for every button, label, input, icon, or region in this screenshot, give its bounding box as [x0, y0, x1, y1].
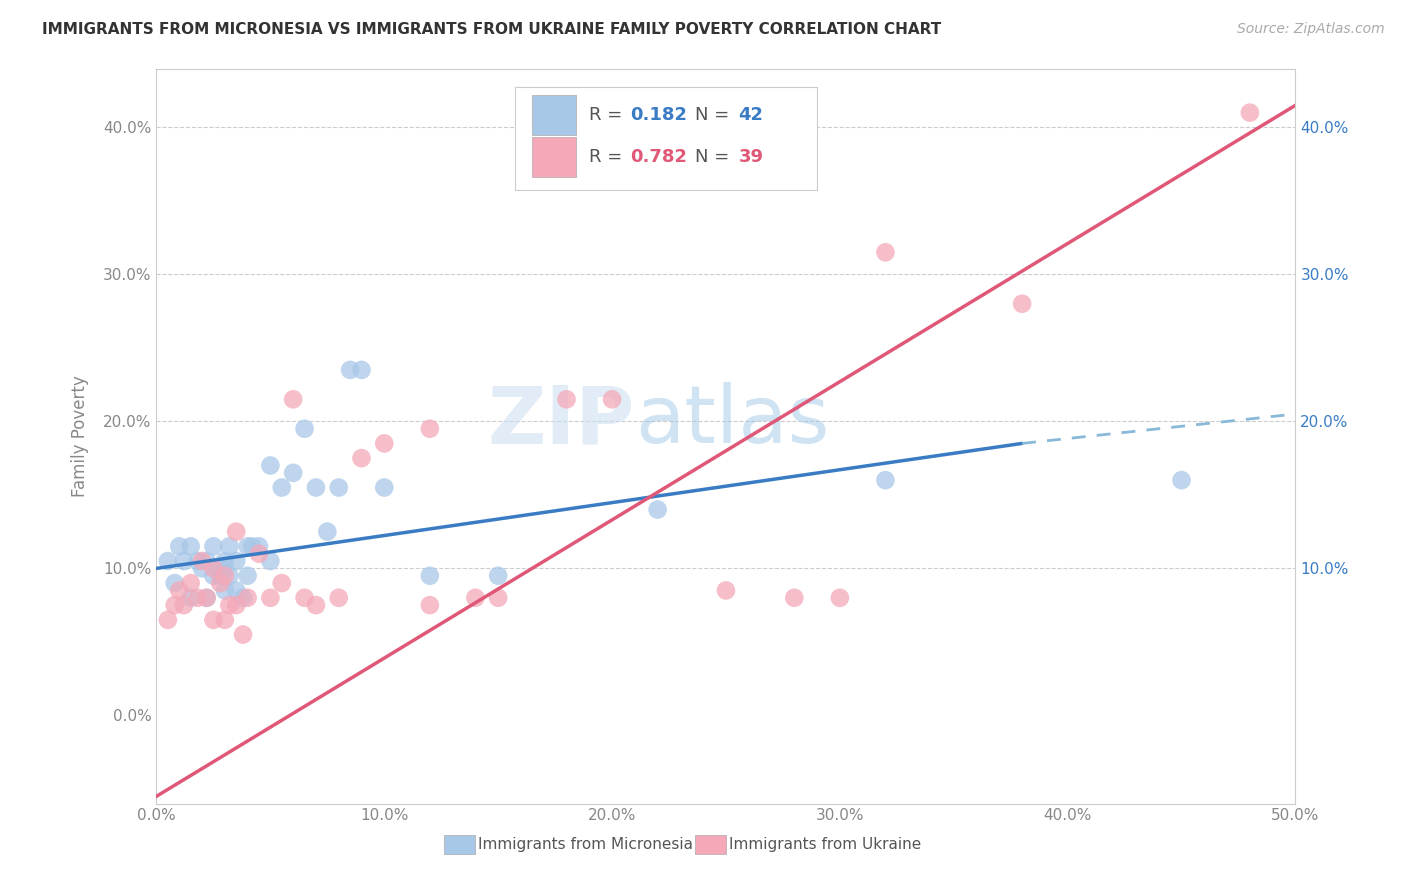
Point [373, 436, 395, 450]
Point [225, 524, 247, 539]
Point [1170, 473, 1192, 487]
Point [180, 591, 202, 605]
Point [214, 568, 236, 582]
Point [373, 481, 395, 495]
Point [156, 554, 179, 568]
Point [259, 591, 281, 605]
Point [783, 591, 806, 605]
Point [236, 591, 259, 605]
Text: 0.182: 0.182 [630, 106, 688, 124]
Point [202, 613, 225, 627]
FancyBboxPatch shape [515, 87, 817, 190]
Point [464, 591, 486, 605]
Point [247, 539, 270, 553]
Point [169, 583, 191, 598]
Point [875, 245, 897, 260]
Text: ZIP: ZIP [488, 383, 636, 460]
Point [1239, 105, 1261, 120]
Text: Source: ZipAtlas.com: Source: ZipAtlas.com [1237, 22, 1385, 37]
Point [236, 568, 259, 582]
Point [202, 561, 225, 575]
Point [294, 591, 316, 605]
Point [173, 554, 195, 568]
Point [195, 591, 218, 605]
Point [259, 458, 281, 473]
Point [218, 539, 240, 553]
Point [186, 591, 208, 605]
Point [259, 554, 281, 568]
Point [218, 598, 240, 612]
Point [163, 598, 186, 612]
Text: Immigrants from Ukraine: Immigrants from Ukraine [728, 838, 921, 852]
Point [202, 568, 225, 582]
Point [270, 481, 292, 495]
Point [195, 591, 218, 605]
Text: IMMIGRANTS FROM MICRONESIA VS IMMIGRANTS FROM UKRAINE FAMILY POVERTY CORRELATION: IMMIGRANTS FROM MICRONESIA VS IMMIGRANTS… [42, 22, 942, 37]
Text: 39: 39 [738, 148, 763, 166]
Point [218, 568, 240, 582]
Point [186, 554, 208, 568]
Text: R =: R = [589, 148, 628, 166]
Text: Immigrants from Micronesia: Immigrants from Micronesia [478, 838, 693, 852]
Text: atlas: atlas [636, 383, 830, 460]
Text: N =: N = [695, 148, 735, 166]
Point [214, 554, 236, 568]
Point [173, 598, 195, 612]
Text: 42: 42 [738, 106, 763, 124]
Point [875, 473, 897, 487]
Point [419, 598, 441, 612]
Point [209, 561, 232, 575]
Point [225, 583, 247, 598]
Point [191, 554, 214, 568]
Point [214, 561, 236, 575]
Point [169, 539, 191, 553]
Text: 0.782: 0.782 [630, 148, 688, 166]
Point [247, 547, 270, 561]
Y-axis label: Family Poverty: Family Poverty [72, 376, 89, 497]
Point [486, 591, 509, 605]
Bar [533, 136, 575, 177]
Point [419, 568, 441, 582]
Point [350, 451, 373, 466]
Point [714, 583, 737, 598]
Point [600, 392, 623, 407]
Point [828, 591, 851, 605]
Point [191, 561, 214, 575]
Point [486, 568, 509, 582]
Point [1011, 297, 1033, 311]
Point [209, 568, 232, 582]
Point [202, 539, 225, 553]
Point [163, 576, 186, 591]
Point [305, 481, 328, 495]
Point [316, 524, 339, 539]
Point [240, 539, 263, 553]
Point [180, 576, 202, 591]
Point [232, 591, 254, 605]
Point [419, 422, 441, 436]
Point [232, 627, 254, 641]
Bar [533, 95, 575, 135]
Point [283, 392, 305, 407]
Point [328, 591, 350, 605]
Point [225, 554, 247, 568]
Point [339, 363, 361, 377]
Point [225, 598, 247, 612]
Text: N =: N = [695, 106, 735, 124]
Text: R =: R = [589, 106, 628, 124]
Point [555, 392, 578, 407]
Point [209, 576, 232, 591]
Point [195, 554, 218, 568]
Point [305, 598, 328, 612]
Point [156, 613, 179, 627]
Point [294, 422, 316, 436]
Point [350, 363, 373, 377]
Point [236, 539, 259, 553]
Point [328, 481, 350, 495]
Point [214, 583, 236, 598]
Point [180, 539, 202, 553]
Point [270, 576, 292, 591]
Point [214, 613, 236, 627]
Point [283, 466, 305, 480]
Point [647, 502, 669, 516]
